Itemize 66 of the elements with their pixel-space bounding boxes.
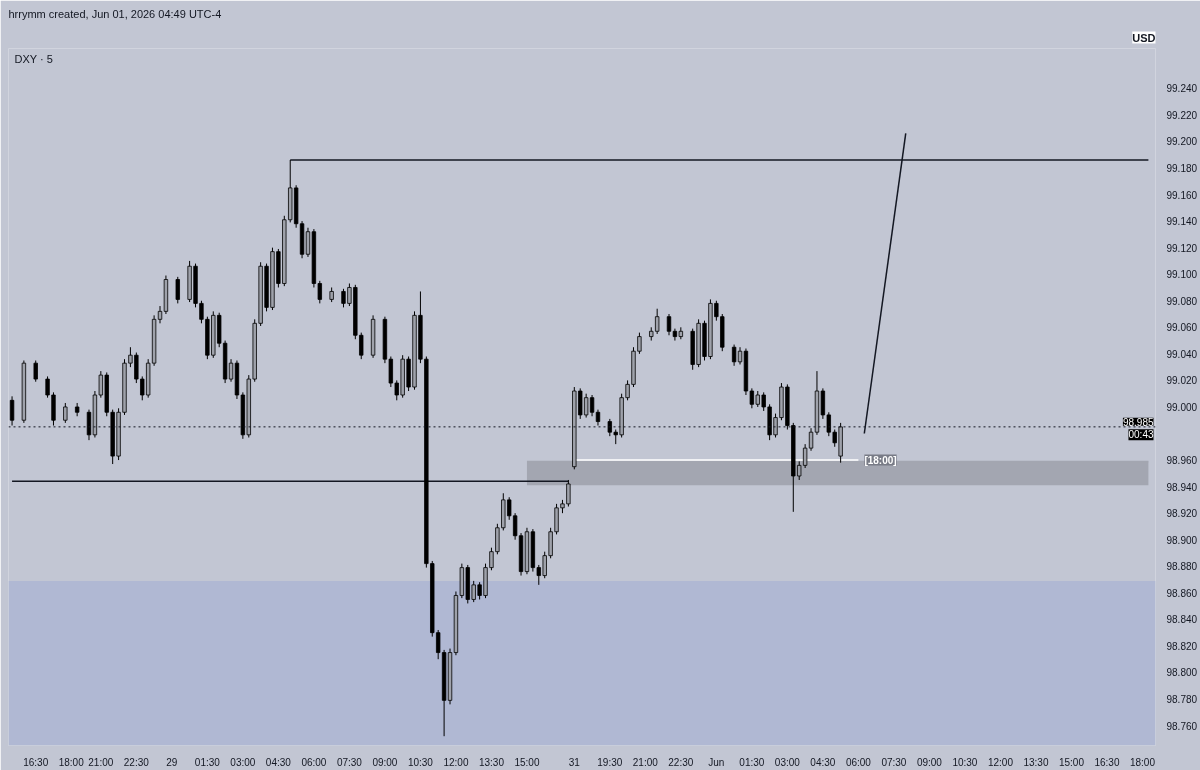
x-tick-label: 21:00 [632,756,659,768]
x-tick-label: 01:30 [194,756,221,768]
x-tick-label: 12:00 [443,756,469,768]
x-tick-label: 04:30 [265,756,292,768]
y-tick-label: 99.200 [1166,136,1198,148]
x-tick-label: 19:30 [597,756,623,768]
y-tick-label: 99.160 [1166,189,1198,201]
x-tick-label: 12:00 [987,756,1014,768]
x-tick-label: 01:30 [739,756,765,768]
chart-title: DXY · 5 [14,52,53,65]
y-tick-label: 98.900 [1166,534,1198,546]
y-tick-label: 99.220 [1166,109,1198,121]
annotation: 00:43 [1128,429,1154,441]
candlestick [33,359,38,383]
x-tick-label: 21:00 [88,756,114,768]
x-tick-label: 09:00 [916,756,943,768]
y-tick-label: 98.920 [1166,508,1198,520]
y-tick-label: 99.180 [1166,162,1198,174]
x-tick-label: 29 [166,756,178,768]
x-tick-label: 22:30 [123,756,150,768]
y-axis-title: USD [1132,31,1156,44]
x-tick-label: 16:30 [1094,756,1120,768]
y-tick-label: 99.120 [1166,242,1198,254]
x-tick-label: Jun [708,756,725,768]
y-tick-label: 99.080 [1166,295,1198,307]
candlestick [175,276,180,304]
y-tick-label: 98.800 [1166,667,1198,679]
ref-line-label: 98.985 [1122,416,1154,428]
x-tick-label: 13:30 [1023,756,1049,768]
y-tick-label: 98.760 [1166,720,1198,732]
x-tick-label: 06:00 [845,756,872,768]
x-tick-label: 07:30 [336,756,363,768]
x-tick-label: 15:00 [514,756,540,768]
x-tick-label: 10:30 [952,756,978,768]
x-tick-label: 10:30 [407,756,434,768]
y-tick-label: 98.880 [1166,561,1198,573]
y-tick-label: 98.860 [1166,587,1198,599]
candlestick [63,402,68,424]
y-tick-label: 99.140 [1166,216,1198,228]
x-tick-label: 06:00 [301,756,327,768]
x-tick-label: 13:30 [478,756,505,768]
y-tick-label: 99.100 [1166,269,1198,281]
candlestick [9,395,15,427]
candlestick [45,375,50,399]
x-tick-label: 22:30 [668,756,694,768]
y-tick-label: 99.020 [1166,375,1198,387]
x-tick-label: 31 [568,756,581,768]
x-tick-label: 04:30 [810,756,836,768]
x-tick-label: 09:00 [372,756,398,768]
x-tick-label: 07:30 [881,756,907,768]
y-tick-label: 98.840 [1166,614,1198,626]
x-tick-label: 15:00 [1058,756,1085,768]
y-tick-label: 99.040 [1166,348,1198,360]
y-tick-label: 98.960 [1166,455,1198,467]
y-tick-label: 99.060 [1166,322,1198,334]
chart-subtitle: hrrymm created, Jun 01, 2026 04:49 UTC-4 [8,7,222,20]
y-tick-label: 98.940 [1166,481,1198,493]
y-tick-label: 99.240 [1166,83,1198,95]
x-tick-label: 16:30 [23,756,49,768]
y-tick-label: 98.820 [1166,640,1198,652]
x-tick-label: 03:00 [774,756,801,768]
y-tick-label: 99.000 [1166,401,1198,413]
y-tick-label: 98.780 [1166,694,1198,706]
x-tick-label: 18:00 [1129,756,1156,768]
x-tick-label: 03:00 [230,756,256,768]
x-tick-label: 18:00 [58,756,85,768]
